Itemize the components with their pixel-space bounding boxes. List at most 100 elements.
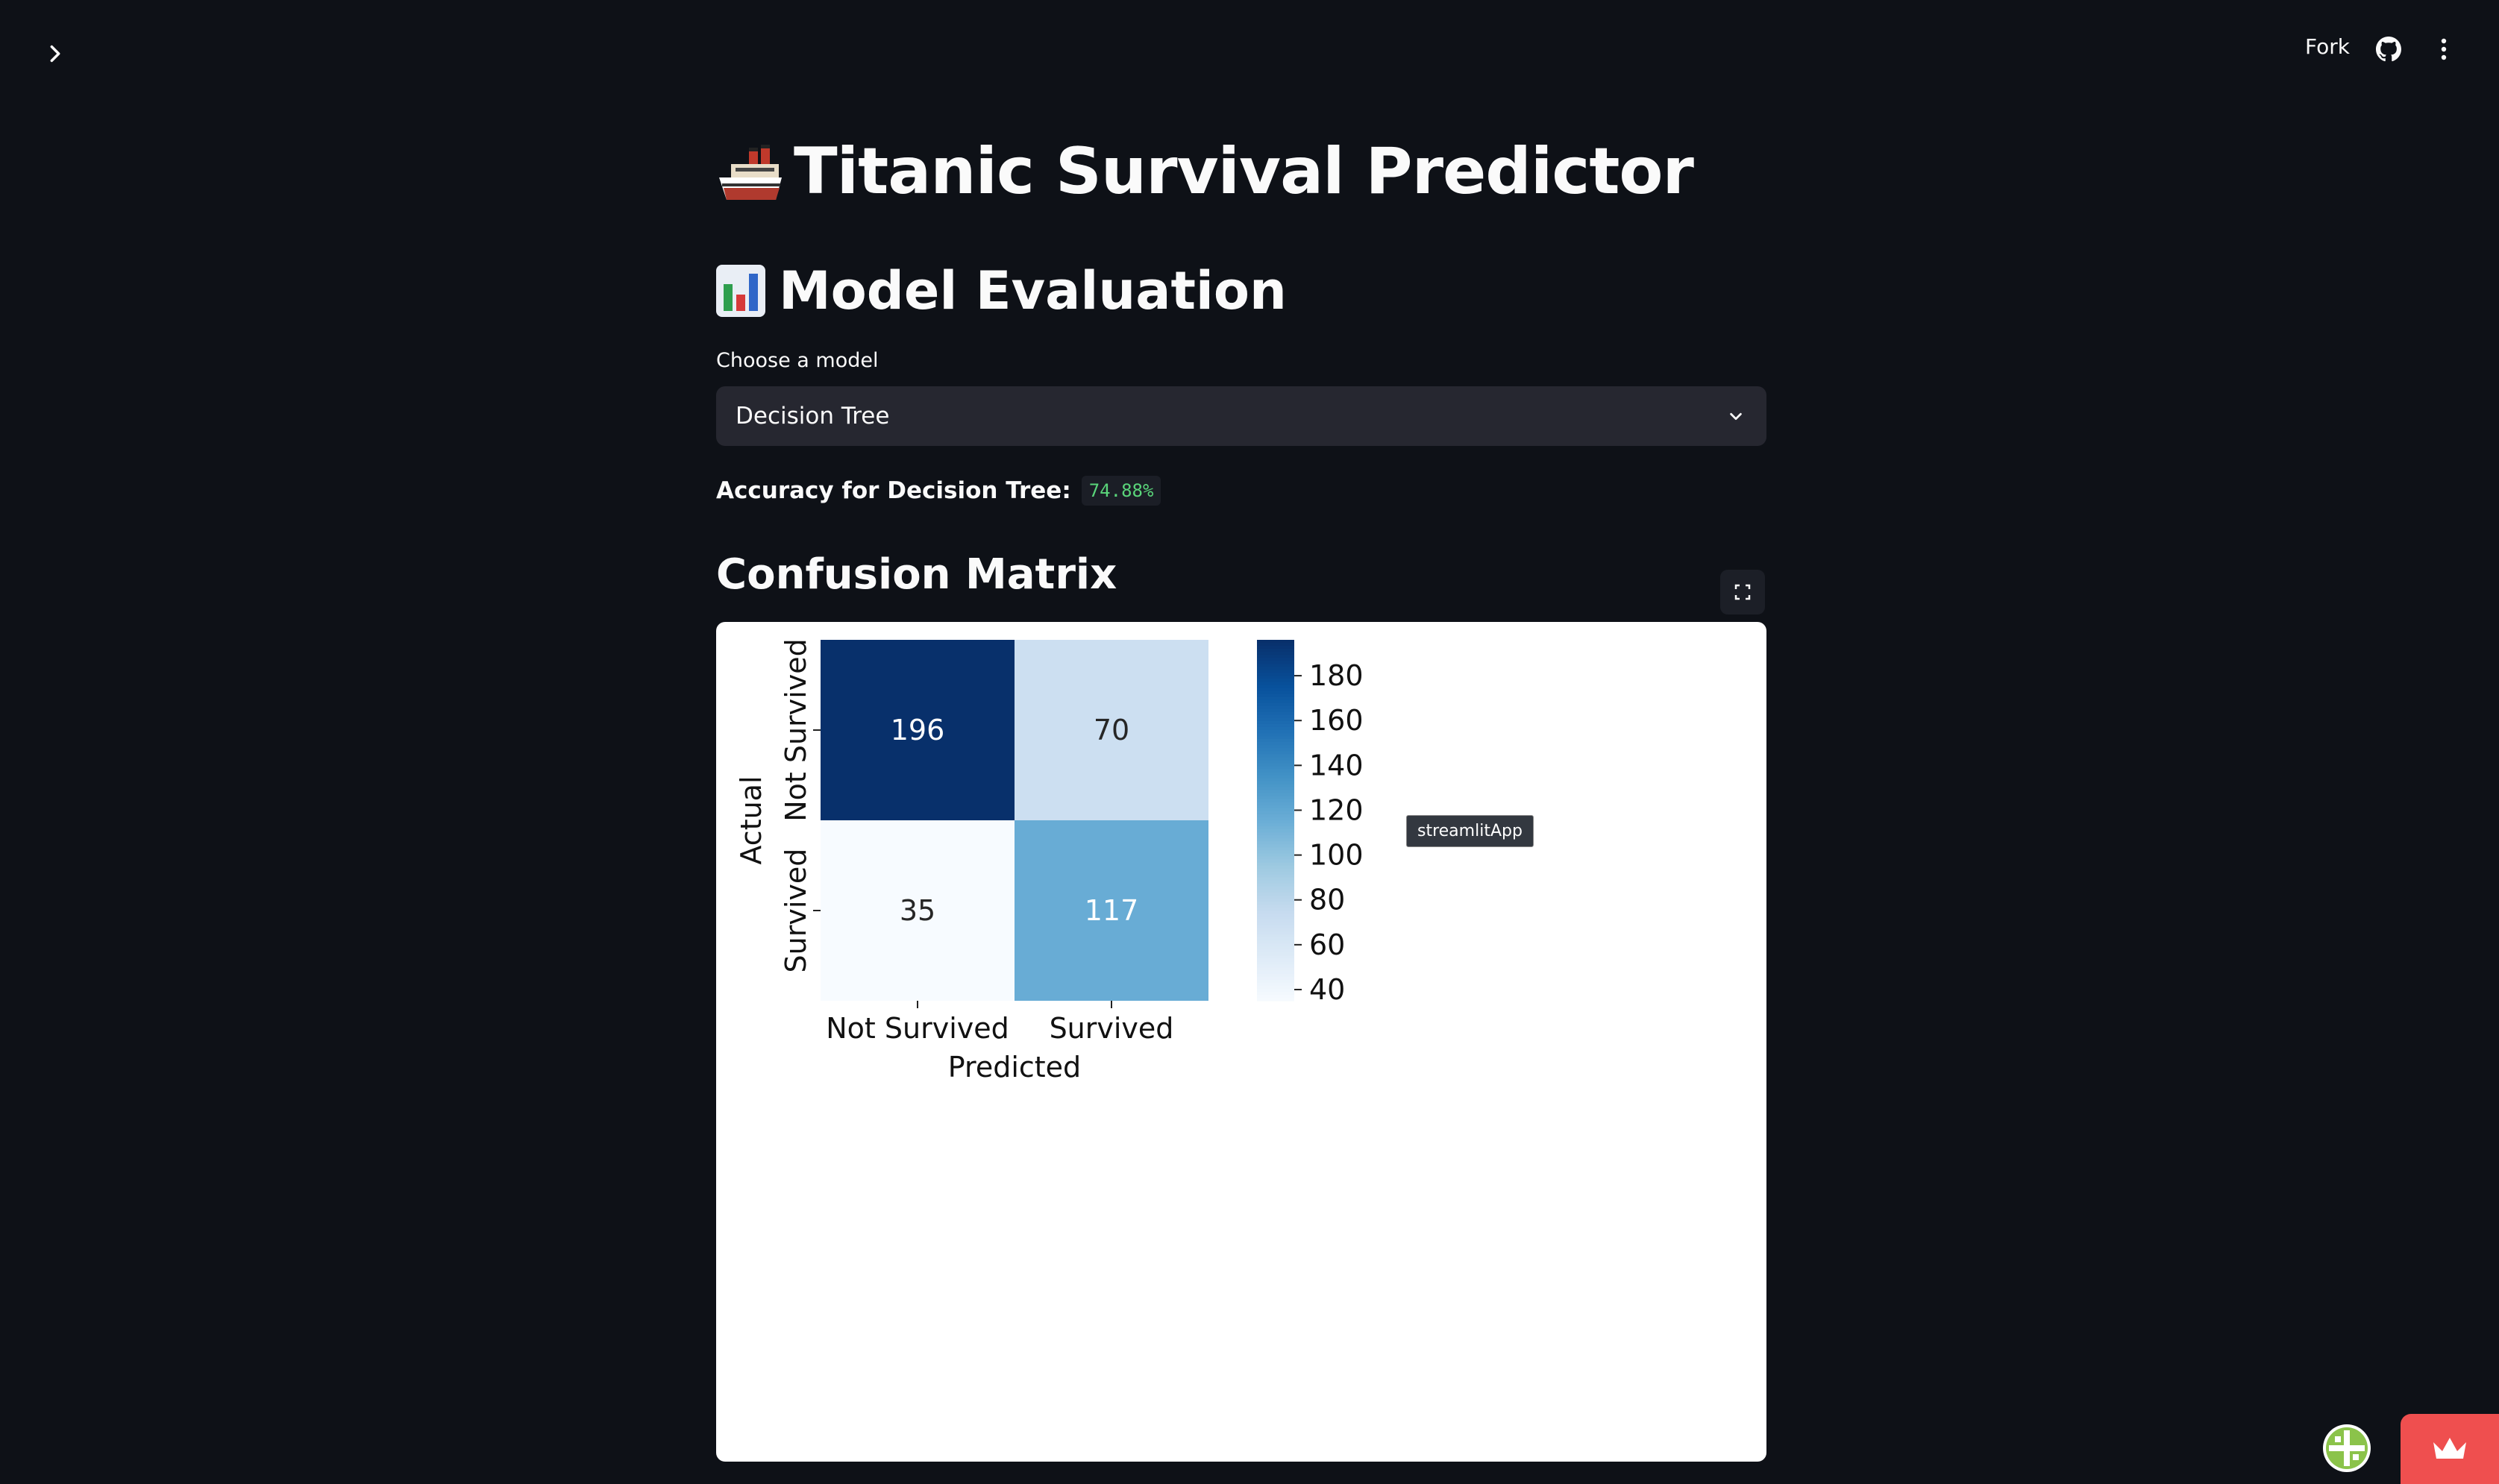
colorbar-segment (1257, 802, 1294, 806)
colorbar-segment (1257, 853, 1294, 857)
colorbar-segment (1257, 745, 1294, 749)
colorbar-segment (1257, 865, 1294, 870)
colorbar-segment (1257, 868, 1294, 873)
colorbar-segment (1257, 730, 1294, 734)
cell-value-label: 196 (891, 714, 945, 746)
colorbar-segment (1257, 670, 1294, 673)
colorbar-segment (1257, 838, 1294, 842)
colorbar-segment (1257, 898, 1294, 902)
colorbar-segment (1257, 805, 1294, 809)
colorbar-segment (1257, 856, 1294, 861)
colorbar-segment (1257, 970, 1294, 975)
colorbar-segment (1257, 726, 1294, 731)
colorbar-segment (1257, 814, 1294, 818)
colorbar-segment (1257, 889, 1294, 893)
colorbar-segment (1257, 652, 1294, 655)
github-icon (2376, 37, 2401, 62)
colorbar-segment (1257, 796, 1294, 800)
colorbar-segment (1257, 658, 1294, 661)
colorbar-segment (1257, 859, 1294, 864)
colorbar-segment (1257, 790, 1294, 794)
colorbar-segment (1257, 705, 1294, 710)
colorbar-segment (1257, 943, 1294, 947)
sidebar-toggle-button[interactable] (39, 37, 72, 70)
colorbar-segment (1257, 717, 1294, 722)
colorbar-segment (1257, 714, 1294, 719)
colorbar-segment (1257, 922, 1294, 926)
accuracy-value: 74.88% (1081, 476, 1161, 506)
colorbar-segment (1257, 961, 1294, 966)
model-select[interactable]: Decision Tree (716, 386, 1766, 446)
model-select-value: Decision Tree (736, 403, 890, 430)
colorbar-segment (1257, 733, 1294, 737)
colorbar-segment (1257, 862, 1294, 867)
colorbar-segment (1257, 649, 1294, 653)
y-tick-label: Survived (780, 849, 812, 973)
colorbar-segment (1257, 940, 1294, 944)
bar-chart-icon (716, 265, 765, 317)
fullscreen-button[interactable] (1720, 570, 1765, 614)
colorbar-segment (1257, 991, 1294, 996)
colorbar-segment (1257, 820, 1294, 824)
colorbar-segment (1257, 688, 1294, 692)
colorbar-segment (1257, 799, 1294, 803)
colorbar-segment (1257, 946, 1294, 951)
main-menu-button[interactable] (2427, 33, 2460, 66)
colorbar-segment (1257, 901, 1294, 905)
fork-button[interactable]: Fork (2305, 34, 2350, 59)
confusion-matrix-chart: 196 70 35 117 Not Survived Survived Predicted N… (716, 622, 1766, 1462)
accuracy-line: Accuracy for Decision Tree: 74.88% (716, 473, 1161, 509)
kebab-menu-icon (2441, 38, 2447, 60)
colorbar-tick-label: 140 (1309, 749, 1364, 782)
colorbar-segment (1257, 994, 1294, 999)
colorbar-segment (1257, 640, 1294, 644)
colorbar-segment (1257, 985, 1294, 990)
colorbar-tick-label: 160 (1309, 704, 1364, 737)
colorbar-segment (1257, 676, 1294, 680)
colorbar-segment (1257, 871, 1294, 875)
cell-value-label: 117 (1085, 894, 1139, 927)
colorbar-segment (1257, 973, 1294, 978)
colorbar-segment (1257, 679, 1294, 683)
colorbar-segment (1257, 781, 1294, 785)
fullscreen-icon (1734, 584, 1751, 600)
colorbar-segment (1257, 711, 1294, 716)
colorbar-tick-label: 60 (1309, 928, 1345, 961)
colorbar-segment (1257, 928, 1294, 932)
colorbar-segment (1257, 760, 1294, 764)
colorbar-segment (1257, 829, 1294, 833)
streamlit-badge-button[interactable] (2401, 1414, 2499, 1484)
colorbar-segment (1257, 886, 1294, 890)
colorbar-segment (1257, 841, 1294, 845)
colorbar-segment (1257, 694, 1294, 698)
avatar-icon (2326, 1427, 2368, 1469)
colorbar-segment (1257, 817, 1294, 821)
colorbar-segment (1257, 691, 1294, 695)
ship-icon (719, 145, 782, 200)
chevron-down-icon (1725, 405, 1747, 427)
heatmap-cell (821, 640, 1015, 820)
colorbar-segment (1257, 769, 1294, 773)
github-button[interactable] (2372, 33, 2405, 66)
tooltip: streamlitApp (1406, 815, 1534, 847)
heatmap-cell (821, 820, 1015, 1001)
colorbar-segment (1257, 763, 1294, 767)
colorbar-segment (1257, 661, 1294, 664)
colorbar-segment (1257, 811, 1294, 815)
x-tick-label: Not Survived (826, 1012, 1009, 1045)
colorbar-tick-label: 40 (1309, 973, 1345, 1006)
colorbar-segment (1257, 835, 1294, 839)
colorbar-segment (1257, 904, 1294, 908)
cell-value-label: 70 (1094, 714, 1129, 746)
page-title: Titanic Survival Predictor (716, 127, 1694, 216)
colorbar-segment (1257, 685, 1294, 689)
colorbar-segment (1257, 742, 1294, 746)
accuracy-label: Accuracy for Decision Tree: (716, 477, 1071, 504)
user-avatar[interactable] (2323, 1424, 2371, 1472)
colorbar-segment (1257, 958, 1294, 963)
colorbar-segment (1257, 883, 1294, 887)
page-title-text: Titanic Survival Predictor (794, 134, 1694, 209)
colorbar-segment (1257, 739, 1294, 743)
colorbar-segment (1257, 697, 1294, 701)
colorbar-segment (1257, 997, 1294, 1002)
